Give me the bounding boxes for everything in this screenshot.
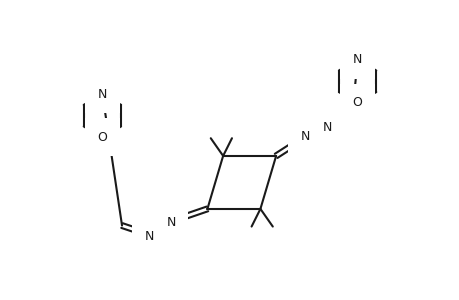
Text: N: N [166, 216, 175, 229]
Text: N: N [300, 130, 309, 143]
Text: N: N [322, 121, 331, 134]
Text: O: O [97, 131, 107, 144]
Text: O: O [352, 96, 362, 110]
Text: N: N [97, 88, 107, 100]
Text: N: N [352, 53, 362, 66]
Text: N: N [145, 230, 154, 243]
